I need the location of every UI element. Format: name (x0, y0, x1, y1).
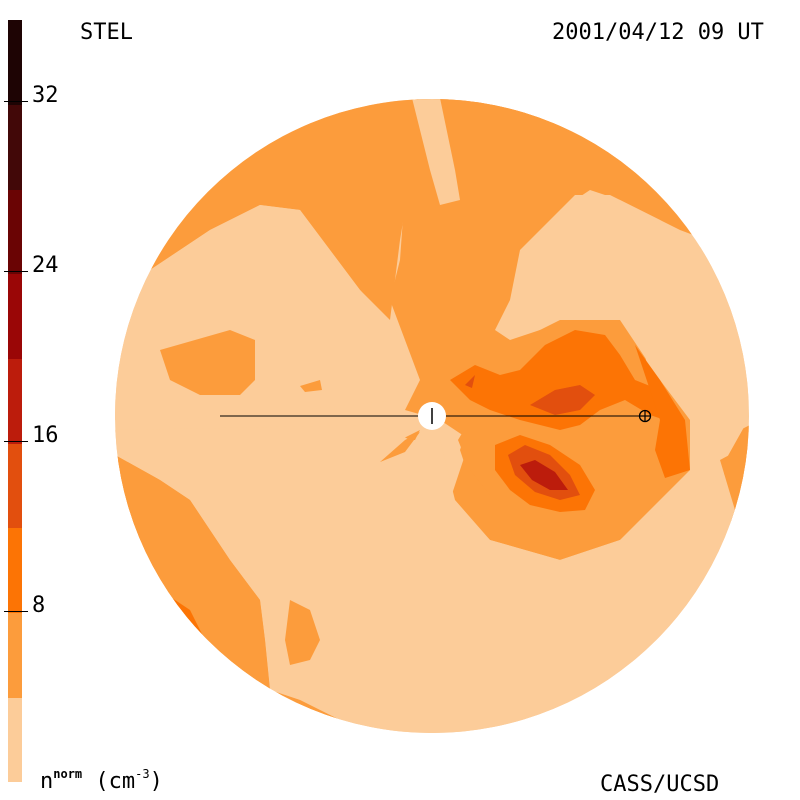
unit-base: n (40, 769, 54, 794)
colorbar-tick (4, 611, 28, 612)
density-region-level3 (530, 385, 595, 415)
colorbar-label-32: 32 (32, 83, 59, 108)
colorbar-segment (8, 528, 22, 614)
colorbar-unit: nnorm (cm-3) (40, 768, 163, 793)
density-region-level3 (465, 375, 475, 388)
unit-rest: (cm (95, 769, 136, 794)
colorbar-tick (4, 441, 28, 442)
unit-exp: -3 (135, 767, 150, 781)
instrument-label: STEL (80, 20, 133, 45)
density-region-level1 (415, 255, 445, 380)
timestamp-label: 2001/04/12 09 UT (552, 20, 764, 45)
credit-label: CASS/UCSD (600, 772, 720, 797)
colorbar-label-24: 24 (32, 253, 59, 278)
colorbar-segment (8, 189, 22, 275)
density-region-level4 (520, 460, 568, 490)
colorbar-segment (8, 358, 22, 444)
colorbar-label-8: 8 (32, 593, 46, 618)
colorbar-tick (4, 271, 28, 272)
colorbar-segment (8, 274, 22, 360)
colorbar-segment (8, 443, 22, 529)
density-region-level1 (380, 432, 420, 462)
colorbar-label-16: 16 (32, 423, 59, 448)
colorbar-segment (8, 104, 22, 190)
density-base-region (495, 195, 749, 470)
density-region-level1 (285, 600, 320, 665)
colorbar-segment (8, 697, 22, 783)
unit-sup: norm (53, 767, 83, 781)
density-region-level2 (635, 345, 690, 478)
colorbar-segment (8, 20, 22, 106)
colorbar-tick (4, 101, 28, 102)
density-base-region (412, 99, 460, 205)
density-base-region (115, 425, 748, 733)
colorbar-segment (8, 612, 22, 698)
unit-close: ) (149, 769, 163, 794)
density-region-level2 (450, 330, 665, 430)
colorbar (8, 20, 22, 783)
density-region-level1 (160, 330, 255, 395)
density-region-level1 (300, 380, 322, 392)
